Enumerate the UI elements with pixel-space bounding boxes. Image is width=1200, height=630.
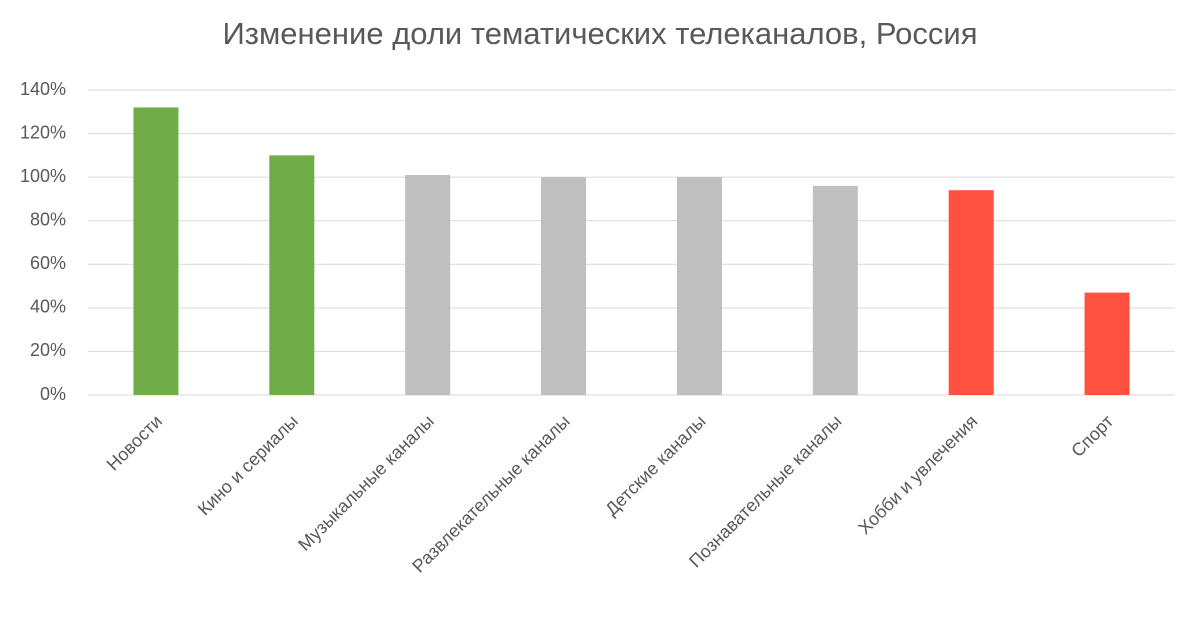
y-tick-label: 80% [30,209,66,229]
bar [133,107,179,395]
x-tick-label: Хобби и увлечения [854,411,981,538]
bar [676,177,722,395]
y-tick-label: 120% [20,122,66,142]
y-tick-label: 60% [30,253,66,273]
bar [405,174,451,395]
x-tick-label: Детские каналы [601,411,709,519]
bar [948,190,994,395]
y-tick-label: 20% [30,340,66,360]
chart-title: Изменение доли тематических телеканалов,… [223,16,978,51]
y-tick-label: 140% [20,79,66,99]
bar [812,185,858,395]
bar [269,155,315,395]
y-tick-label: 100% [20,166,66,186]
bar [1084,292,1130,395]
bar [541,177,587,395]
x-tick-label: Развлекательные каналы [408,411,573,576]
x-tick-label: Спорт [1067,411,1117,461]
y-tick-label: 40% [30,297,66,317]
x-tick-label: Познавательные каналы [685,411,845,571]
y-tick-label: 0% [40,384,66,404]
x-tick-label: Кино и сериалы [194,411,302,519]
x-tick-label: Музыкальные каналы [294,411,438,555]
x-tick-label: Новости [103,411,166,474]
